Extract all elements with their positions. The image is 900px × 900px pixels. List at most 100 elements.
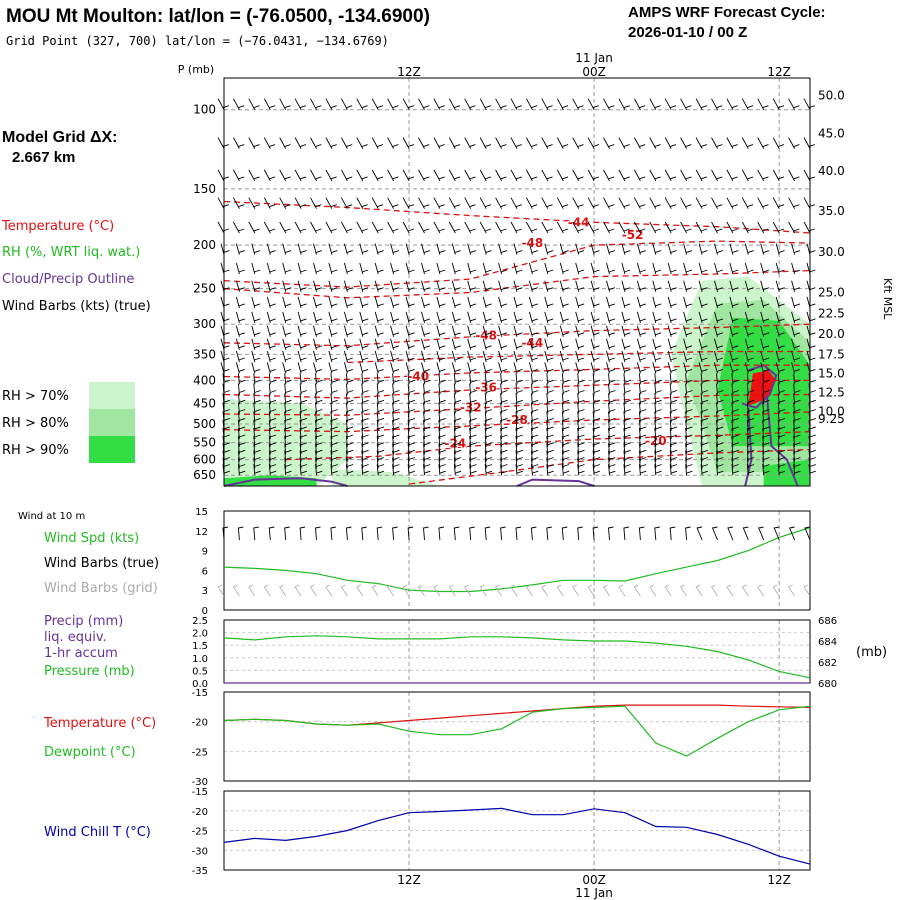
wind-barb (374, 262, 384, 275)
wind-barb (726, 169, 738, 182)
precip-pressure-panel-y-tick-label: 1.5 (192, 641, 208, 652)
wind-barb (711, 169, 723, 182)
wind-barb (500, 457, 508, 469)
surface-wind-barb-grid (618, 584, 626, 597)
wind-barb (714, 350, 724, 363)
wind-barb (345, 402, 354, 414)
surface-wind-barb-grid (279, 584, 287, 597)
dewpoint-line (223, 705, 811, 757)
wind-barb (515, 457, 523, 469)
wind-barb (700, 443, 709, 455)
wind-barb (559, 243, 569, 255)
wind-barb (638, 457, 647, 469)
wind-barb (453, 443, 462, 455)
surface-wind-barb-true (727, 526, 734, 541)
wind-barb (788, 98, 800, 110)
wind-barb (513, 325, 523, 337)
wind-barb (423, 393, 431, 405)
wind-barb (315, 443, 323, 455)
wind-barb (700, 464, 709, 476)
wind-barb (423, 411, 431, 423)
wind-barb (777, 464, 786, 476)
wind-barb (405, 280, 415, 292)
wind-barb (464, 197, 476, 209)
rh-legend-swatch (89, 436, 135, 463)
surface-wind-barb-grid (710, 584, 718, 597)
wind-barb (498, 296, 508, 309)
wind-barb (361, 457, 369, 469)
wind-barb (683, 311, 693, 324)
wind-barb (299, 443, 308, 455)
wind-barb (345, 450, 354, 462)
wind-barb (636, 338, 646, 350)
wind-barb (685, 383, 693, 395)
wind-barb (793, 435, 801, 447)
wind-barb (500, 393, 508, 405)
wind-barb (510, 197, 522, 209)
surface-wind-barb-true (608, 526, 614, 541)
wind-barb (731, 457, 739, 469)
wind-barb (623, 402, 631, 414)
wind-barb (361, 427, 369, 440)
wind-barb (279, 221, 291, 234)
wind-barb (654, 402, 662, 414)
wind-barb (791, 338, 801, 350)
windchill-panel-y-tick-label: -30 (192, 846, 208, 857)
wind-barb (575, 311, 585, 324)
wind-barb (731, 383, 739, 395)
wind-barb (669, 402, 678, 414)
wind-barb (330, 450, 338, 462)
wind-barb (592, 411, 601, 423)
wind-barb (237, 411, 246, 423)
wind-barb (237, 450, 246, 462)
wind-barb (603, 221, 615, 234)
temperature-contour (223, 393, 811, 416)
wind-barb (345, 419, 354, 431)
wind-barb (606, 280, 616, 292)
wind-barb (590, 350, 600, 363)
wind-barb (608, 383, 616, 395)
wind-barb (376, 402, 385, 414)
wind-barb (726, 98, 738, 110)
wind-barb (359, 311, 369, 324)
wind-barb (299, 411, 308, 423)
wind-barb (683, 296, 693, 309)
wind-barb (343, 311, 353, 324)
wind-barb (436, 280, 446, 292)
wind-barb (777, 450, 786, 462)
wind-barb (253, 464, 261, 476)
wind-barb (669, 464, 678, 476)
pressure-tick-label: 600 (193, 453, 216, 467)
wind-barb (268, 464, 277, 476)
wind-barb (467, 280, 477, 292)
wind-barb (266, 262, 276, 275)
wind-barb (526, 197, 538, 209)
wind-barb (746, 464, 755, 476)
wind-barb (235, 311, 245, 324)
wind-barb (592, 435, 601, 447)
wind-barb (266, 338, 276, 350)
wind-barb (762, 419, 770, 431)
wind-barb (284, 443, 292, 455)
wind-barb (361, 464, 369, 476)
wind-barb (700, 383, 709, 395)
temperature-panel: -15 -20 -25 -30 (192, 688, 811, 788)
windchill-panel-y-tick-label: -35 (192, 866, 208, 877)
wind-barb (361, 435, 369, 447)
wind-barb (729, 262, 739, 275)
wind-barb (623, 443, 631, 455)
wind-barb (467, 311, 477, 324)
surface-wind-barb-true (469, 526, 475, 541)
wind-barb (266, 362, 276, 374)
wind-barb (777, 457, 786, 469)
wind-barb (253, 373, 261, 385)
wind-barb (390, 262, 400, 275)
wind-barb (330, 383, 338, 395)
wind-barb (544, 362, 554, 374)
wind-barb (623, 435, 631, 447)
wind-barb (590, 338, 600, 350)
wind-barb (608, 402, 616, 414)
wind-barb (623, 419, 631, 431)
wind-barb (634, 169, 646, 182)
wind-barb (392, 411, 400, 423)
